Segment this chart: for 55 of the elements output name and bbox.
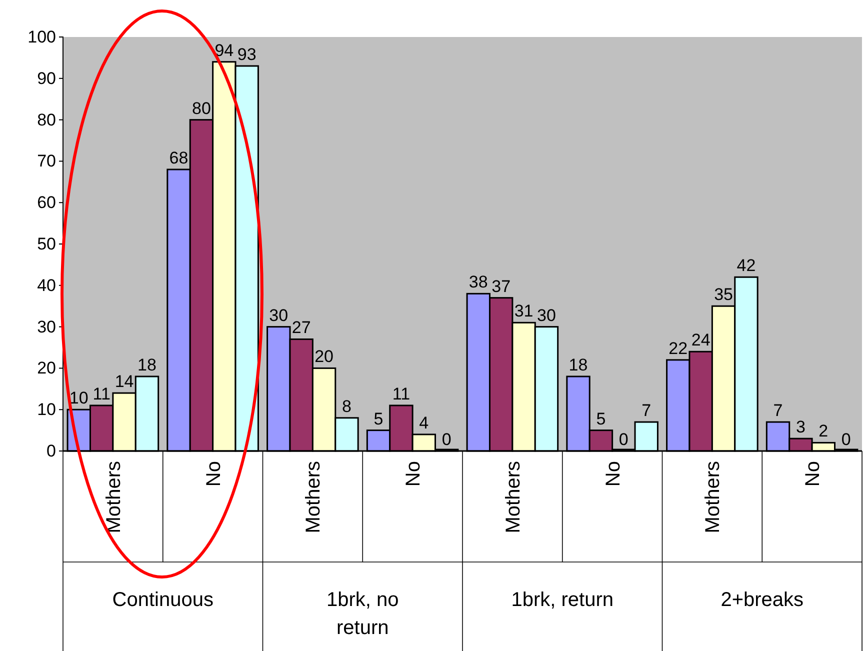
y-tick-label: 100 bbox=[28, 27, 56, 46]
data-label: 37 bbox=[492, 276, 511, 296]
y-tick-label: 0 bbox=[46, 441, 56, 460]
data-label: 0 bbox=[442, 430, 452, 449]
text: 1brk, no return bbox=[326, 589, 399, 639]
data-label: 11 bbox=[92, 384, 110, 404]
data-label: 27 bbox=[292, 318, 311, 338]
text: Continuous bbox=[112, 589, 214, 611]
data-label: 38 bbox=[468, 272, 488, 292]
data-label: 18 bbox=[138, 355, 156, 374]
data-label: 30 bbox=[269, 306, 288, 325]
data-label: 0 bbox=[841, 430, 851, 449]
x-tick-label: No bbox=[402, 461, 425, 487]
data-label: 5 bbox=[374, 409, 384, 428]
data-label: 4 bbox=[419, 413, 429, 432]
y-tick-label: 30 bbox=[37, 317, 56, 336]
data-label: 22 bbox=[668, 338, 688, 358]
x-tick-label: Mothers bbox=[502, 461, 524, 534]
data-label: 3 bbox=[796, 418, 806, 437]
y-tick-label: 40 bbox=[37, 276, 56, 295]
text: 1brk, return bbox=[511, 589, 614, 611]
data-label: 93 bbox=[237, 44, 256, 64]
data-label: 7 bbox=[773, 401, 783, 420]
data-label: 24 bbox=[691, 330, 710, 350]
y-tick-label: 70 bbox=[37, 152, 56, 171]
data-label: 20 bbox=[314, 347, 334, 366]
x-tick-label: No bbox=[802, 461, 824, 487]
data-label: 18 bbox=[568, 355, 588, 374]
data-label: 30 bbox=[537, 306, 556, 325]
data-label: 35 bbox=[714, 285, 733, 304]
x-tick-label: Mothers bbox=[302, 461, 325, 534]
y-tick-label: 50 bbox=[37, 234, 56, 254]
data-label: 8 bbox=[342, 396, 352, 416]
data-label: 0 bbox=[618, 430, 628, 449]
y-tick-label: 90 bbox=[37, 68, 56, 88]
x-tick-label: No bbox=[202, 461, 225, 487]
data-label: 14 bbox=[114, 372, 134, 392]
data-label: 2 bbox=[818, 422, 828, 441]
data-label: 31 bbox=[514, 302, 534, 321]
x-tick-label: Mothers bbox=[102, 461, 125, 534]
data-label: 80 bbox=[192, 98, 211, 118]
data-label: 11 bbox=[392, 384, 410, 404]
y-tick-label: 60 bbox=[37, 193, 56, 212]
data-label: 42 bbox=[736, 256, 756, 276]
data-label: 10 bbox=[69, 388, 88, 408]
data-label: 94 bbox=[214, 40, 234, 60]
y-tick-label: 20 bbox=[37, 358, 56, 378]
text: 2+breaks bbox=[720, 589, 804, 611]
x-tick-label: No bbox=[602, 461, 624, 487]
data-label: 68 bbox=[169, 148, 188, 168]
y-tick-label: 10 bbox=[37, 400, 56, 420]
data-label: 7 bbox=[642, 401, 652, 420]
y-tick-label: 80 bbox=[37, 110, 56, 130]
x-tick-label: Mothers bbox=[702, 461, 724, 534]
data-label: 5 bbox=[596, 409, 606, 428]
